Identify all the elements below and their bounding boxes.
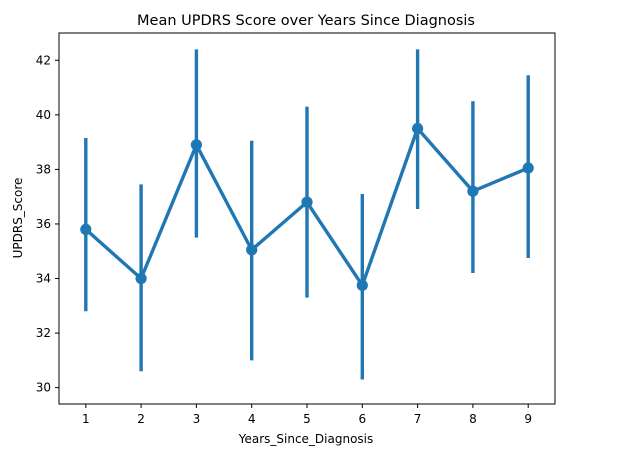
- data-point: [246, 244, 258, 256]
- y-tick-label: 36: [36, 217, 51, 231]
- y-tick-label: 42: [36, 53, 51, 67]
- x-axis-ticks: 1 2 3 4 5 6 7 8 9: [82, 404, 532, 426]
- data-points: [80, 122, 534, 291]
- x-tick-label: 7: [414, 412, 422, 426]
- error-bars: [84, 49, 530, 380]
- data-point: [301, 196, 313, 208]
- data-point: [190, 139, 202, 151]
- data-point: [135, 272, 147, 285]
- y-axis-label: UPDRS_Score: [11, 178, 25, 259]
- x-tick-label: 2: [137, 412, 145, 426]
- y-axis-ticks: 30 32 34 36 38 40 42: [36, 53, 59, 395]
- data-point: [522, 162, 534, 174]
- y-tick-label: 38: [36, 162, 51, 176]
- y-tick-label: 40: [36, 108, 51, 122]
- x-tick-label: 9: [524, 412, 532, 426]
- x-tick-label: 3: [193, 412, 201, 426]
- y-tick-label: 34: [36, 272, 51, 286]
- y-tick-label: 32: [36, 326, 51, 340]
- data-point: [80, 223, 92, 236]
- y-tick-label: 30: [36, 381, 51, 395]
- x-axis-label: Years_Since_Diagnosis: [238, 432, 374, 446]
- data-point: [467, 185, 479, 197]
- data-point: [356, 279, 368, 291]
- chart-title: Mean UPDRS Score over Years Since Diagno…: [137, 13, 475, 29]
- data-point: [412, 122, 424, 135]
- x-tick-label: 1: [82, 412, 90, 426]
- x-tick-label: 6: [358, 412, 366, 426]
- x-tick-label: 8: [469, 412, 477, 426]
- x-tick-label: 5: [303, 412, 311, 426]
- x-tick-label: 4: [248, 412, 256, 426]
